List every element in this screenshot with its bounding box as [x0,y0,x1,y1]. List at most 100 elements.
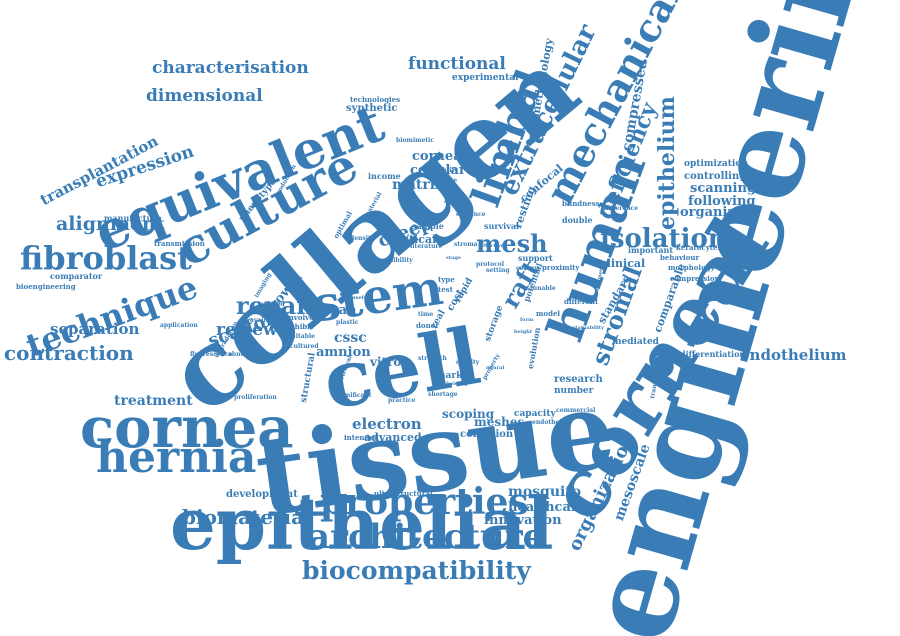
word-storage: storage [483,304,506,344]
word-support: support [518,253,553,263]
word-dimensional: dimensional [146,86,263,106]
word-different: different [564,297,599,306]
word-density: density [350,235,375,242]
word-tunable: tunable [530,285,556,292]
word-endothelial: endothelial [532,419,571,426]
word-architecture: architecture [308,517,545,557]
word-isolation: isolation [600,224,727,254]
word-biomimetic: biomimetic [396,137,434,144]
word-clinical: clinical [600,257,646,270]
word-organized: organized [680,205,753,220]
word-comparator: comparator [50,271,103,281]
word-suitable: suitable [288,333,315,340]
word-scoping: scoping [442,407,495,421]
word-optical: optical [394,233,437,246]
word-capacity: capacity [514,409,556,419]
word-difference: difference [604,205,639,212]
word-innovation: innovation [484,513,562,528]
word-transmission: transmission [154,239,205,248]
word-income: income [368,171,401,181]
word-surface: surface [444,199,465,205]
word-model: model [536,309,561,318]
word-characterisation: characterisation [152,58,309,78]
word-fluorescence: fluorescence [190,351,233,358]
word-fibroblast: fibroblast [20,239,192,277]
word-following: following [688,194,756,209]
word-cssc: cssc [334,330,367,346]
word-application: application [160,322,198,329]
word-double: double [562,215,593,225]
word-marker: marker [436,371,473,381]
word-setting: setting [486,267,510,274]
word-separation: separation [50,320,140,338]
word-commercial: commercial [556,407,596,414]
word-alignment: alignment [56,213,165,235]
word-mediated: mediated [612,337,659,347]
word-development: development [226,489,298,500]
word-type: type [438,275,455,284]
word-biocompatibility: biocompatibility [302,556,531,585]
word-mesh: mesh [476,229,548,258]
word-manufacture: manufacture [104,213,162,223]
word-height: height [514,329,533,335]
word-proximity: proximity [542,263,580,272]
word-scanning: scanning [690,181,757,196]
word-bioengineering: bioengineering [16,282,76,291]
word-literature: literature [410,243,443,250]
word-useful: useful [352,295,370,301]
word-test: test [438,285,453,294]
word-intended: intended [344,433,379,442]
word-behaviour: behaviour [660,253,700,262]
word-important: important [628,245,674,255]
word-holding: holding [446,381,468,387]
word-technologies: technologies [350,95,401,104]
word-hernia: hernia [96,432,257,483]
word-time: time [418,311,434,318]
word-form: form [520,317,534,323]
word-significant: significant [336,392,372,399]
word-mosquito: mosquito [508,484,582,500]
word-proliferation: proliferation [234,394,277,401]
word-strength: strength [418,355,447,362]
word-healthcare: healthcare [508,500,586,515]
word-plastic: plastic [336,319,359,326]
word-shortage: shortage [428,391,458,398]
word-vitro: vitro [370,355,402,369]
word-endothelium: endothelium [740,346,847,364]
word-organ: organ [314,303,357,318]
word-meshes: meshes [474,415,525,429]
word-biomaterial: biomaterial [182,505,312,529]
word-repair: repair [236,291,319,320]
word-electron: electron [352,415,422,433]
word-controlling: controlling [684,171,747,182]
word-contraction: contraction [4,341,134,365]
word-differentiation: differentiation [680,349,746,359]
word-mediate: mediate [430,177,458,184]
word-neural: neural [486,365,505,371]
word-amnion: amnion [316,345,371,360]
word-protocol: protocol [476,261,505,268]
word-optimization: optimization [684,159,748,169]
word-stroma: stroma [454,241,478,248]
word-available: available [250,317,280,324]
word-condition: condition [460,429,514,440]
word-effective: effective [480,243,504,249]
word-colony: colony [516,265,538,272]
word-properties: properties [320,481,529,523]
word-corneae: corneae [412,149,470,164]
word-review: review [216,320,278,340]
word-compression: compression [670,274,720,283]
word-cultured: cultured [290,343,319,350]
word-functional: functional [408,54,506,74]
word-synthetic: synthetic [346,103,398,114]
word-visibility: visibility [384,257,413,264]
word-epithelial: epithelial [170,481,554,566]
word-donor: donor [416,321,440,330]
word-exhibit: exhibit [286,322,314,331]
word-keratocytes: keratocytes [676,243,722,252]
word-research: research [554,374,603,385]
word-morphology: morphology [668,263,715,272]
word-blindness: blindness [562,199,600,208]
word-evidence: evidence [456,211,486,218]
word-sample: sample [412,221,444,231]
